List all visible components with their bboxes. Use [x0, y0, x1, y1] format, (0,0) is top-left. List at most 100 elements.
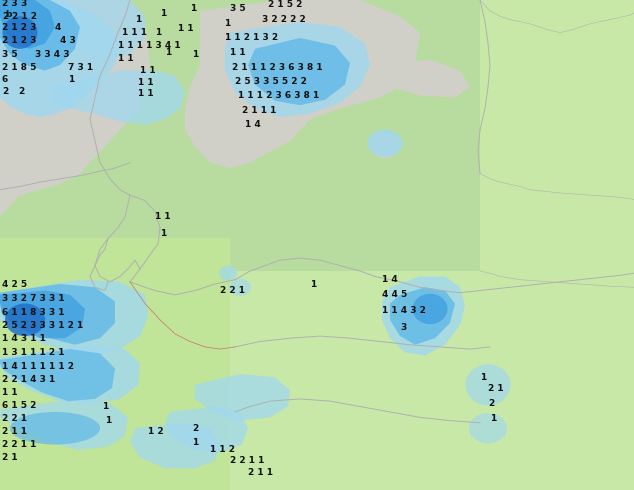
Text: 1 1: 1 1	[155, 212, 171, 221]
Text: 2 1 1: 2 1 1	[2, 427, 27, 436]
Text: 2: 2	[192, 424, 198, 433]
Text: 4 4 5: 4 4 5	[382, 291, 407, 299]
Text: 1: 1	[160, 228, 166, 238]
Text: 2 1 2: 2 1 2	[12, 12, 37, 21]
Text: 1 1 2: 1 1 2	[210, 445, 235, 454]
Text: 1 1: 1 1	[2, 388, 18, 397]
Text: 3 3 2 7 3 3 1: 3 3 2 7 3 3 1	[2, 294, 65, 303]
Text: 1 1: 1 1	[118, 54, 134, 63]
Text: 2 2 1 1: 2 2 1 1	[230, 456, 264, 465]
Text: 2 1 1 1: 2 1 1 1	[242, 106, 276, 115]
Polygon shape	[225, 22, 370, 117]
Polygon shape	[382, 276, 465, 356]
Text: 1: 1	[68, 74, 74, 84]
Ellipse shape	[469, 413, 507, 443]
Text: 1 1: 1 1	[138, 89, 153, 98]
Polygon shape	[0, 291, 85, 338]
Text: 2: 2	[2, 87, 8, 96]
Text: 1 1: 1 1	[178, 24, 193, 33]
Ellipse shape	[219, 266, 237, 281]
Polygon shape	[165, 407, 248, 453]
Text: 6: 6	[2, 74, 8, 84]
Text: 4: 4	[55, 23, 61, 31]
Polygon shape	[230, 271, 634, 490]
Text: 2 5 3 3 5 5 2 2: 2 5 3 3 5 5 2 2	[235, 77, 307, 86]
Text: 3 5: 3 5	[2, 49, 18, 59]
Polygon shape	[50, 71, 185, 124]
Polygon shape	[0, 284, 115, 345]
Polygon shape	[0, 0, 80, 71]
Polygon shape	[0, 0, 150, 217]
Text: 2 5 2 3 3 3 1 2 1: 2 5 2 3 3 3 1 2 1	[2, 321, 83, 330]
Ellipse shape	[465, 364, 510, 405]
Ellipse shape	[10, 412, 100, 444]
Text: 2 1 5 2: 2 1 5 2	[268, 0, 302, 9]
Text: 2 1: 2 1	[488, 384, 503, 392]
Polygon shape	[0, 349, 115, 401]
Polygon shape	[130, 423, 220, 468]
Polygon shape	[390, 287, 455, 345]
Ellipse shape	[368, 129, 403, 157]
Text: 2 1 2 3: 2 1 2 3	[2, 23, 36, 31]
Polygon shape	[480, 0, 634, 490]
Polygon shape	[375, 60, 470, 98]
Text: 6 1 1 8 3 3 1: 6 1 1 8 3 3 1	[2, 308, 65, 317]
Ellipse shape	[5, 303, 45, 336]
Text: 1 1: 1 1	[138, 78, 153, 87]
Text: 1 4: 1 4	[382, 275, 398, 284]
Text: 1: 1	[105, 416, 111, 425]
Ellipse shape	[371, 134, 399, 158]
Text: 3 2 2 2 2: 3 2 2 2 2	[262, 15, 306, 24]
Text: 1: 1	[155, 28, 161, 37]
Text: 4 3: 4 3	[60, 36, 75, 45]
Text: 2 2 1 4 3 1: 2 2 1 4 3 1	[2, 375, 55, 384]
Polygon shape	[265, 0, 340, 65]
Text: 1 1 1 2 3 6 3 8 1: 1 1 1 2 3 6 3 8 1	[238, 91, 320, 100]
Text: 2 3: 2 3	[2, 0, 18, 8]
Polygon shape	[185, 0, 420, 168]
Text: 1 4 1 1 1 1 1 2: 1 4 1 1 1 1 1 2	[2, 362, 74, 371]
Polygon shape	[0, 399, 128, 450]
Text: 1 1 1 1 3 4 1: 1 1 1 1 3 4 1	[118, 41, 181, 50]
Text: 1: 1	[165, 48, 171, 56]
Text: 1: 1	[135, 15, 141, 24]
Text: 1 2: 1 2	[148, 427, 164, 436]
Text: 2 1 2 3: 2 1 2 3	[2, 36, 36, 45]
Polygon shape	[195, 374, 290, 420]
Text: 1: 1	[190, 4, 197, 13]
Text: 1: 1	[192, 49, 198, 59]
Text: 1 4 3 1 1: 1 4 3 1 1	[2, 334, 46, 343]
Text: 1: 1	[224, 19, 230, 28]
Polygon shape	[0, 0, 55, 49]
Ellipse shape	[413, 294, 448, 324]
Text: 1 1: 1 1	[140, 66, 155, 75]
Text: 2: 2	[2, 12, 8, 21]
Text: 1: 1	[192, 438, 198, 447]
Text: 1 1 2 1 3 2: 1 1 2 1 3 2	[225, 33, 278, 43]
Ellipse shape	[3, 16, 37, 49]
Text: 1: 1	[310, 279, 316, 289]
Text: 2 2 1 1: 2 2 1 1	[2, 440, 36, 449]
Text: 1 3 1 1 1 2 1: 1 3 1 1 1 2 1	[2, 348, 65, 357]
Text: 3 5: 3 5	[230, 4, 245, 13]
Polygon shape	[0, 345, 140, 404]
Text: 3: 3	[20, 0, 26, 8]
Polygon shape	[248, 38, 350, 105]
Text: 1 1: 1 1	[230, 48, 245, 56]
Polygon shape	[0, 239, 230, 490]
Text: 2 2 1: 2 2 1	[220, 286, 245, 295]
Text: 1: 1	[480, 373, 486, 382]
Text: 4 2 5: 4 2 5	[2, 279, 27, 289]
Polygon shape	[0, 0, 120, 117]
Polygon shape	[0, 280, 148, 356]
Text: 1 1 4 3 2: 1 1 4 3 2	[382, 306, 426, 315]
Text: 1 1 1: 1 1 1	[122, 28, 147, 37]
Text: 1: 1	[160, 8, 166, 18]
Text: b: b	[5, 10, 11, 19]
Text: 7 3 1: 7 3 1	[68, 63, 93, 72]
Text: 3 3 4 3: 3 3 4 3	[35, 49, 70, 59]
Polygon shape	[60, 0, 145, 60]
Text: 1 4: 1 4	[245, 120, 261, 129]
Text: 6 1 5 2: 6 1 5 2	[2, 401, 36, 410]
Text: 2: 2	[18, 87, 24, 96]
